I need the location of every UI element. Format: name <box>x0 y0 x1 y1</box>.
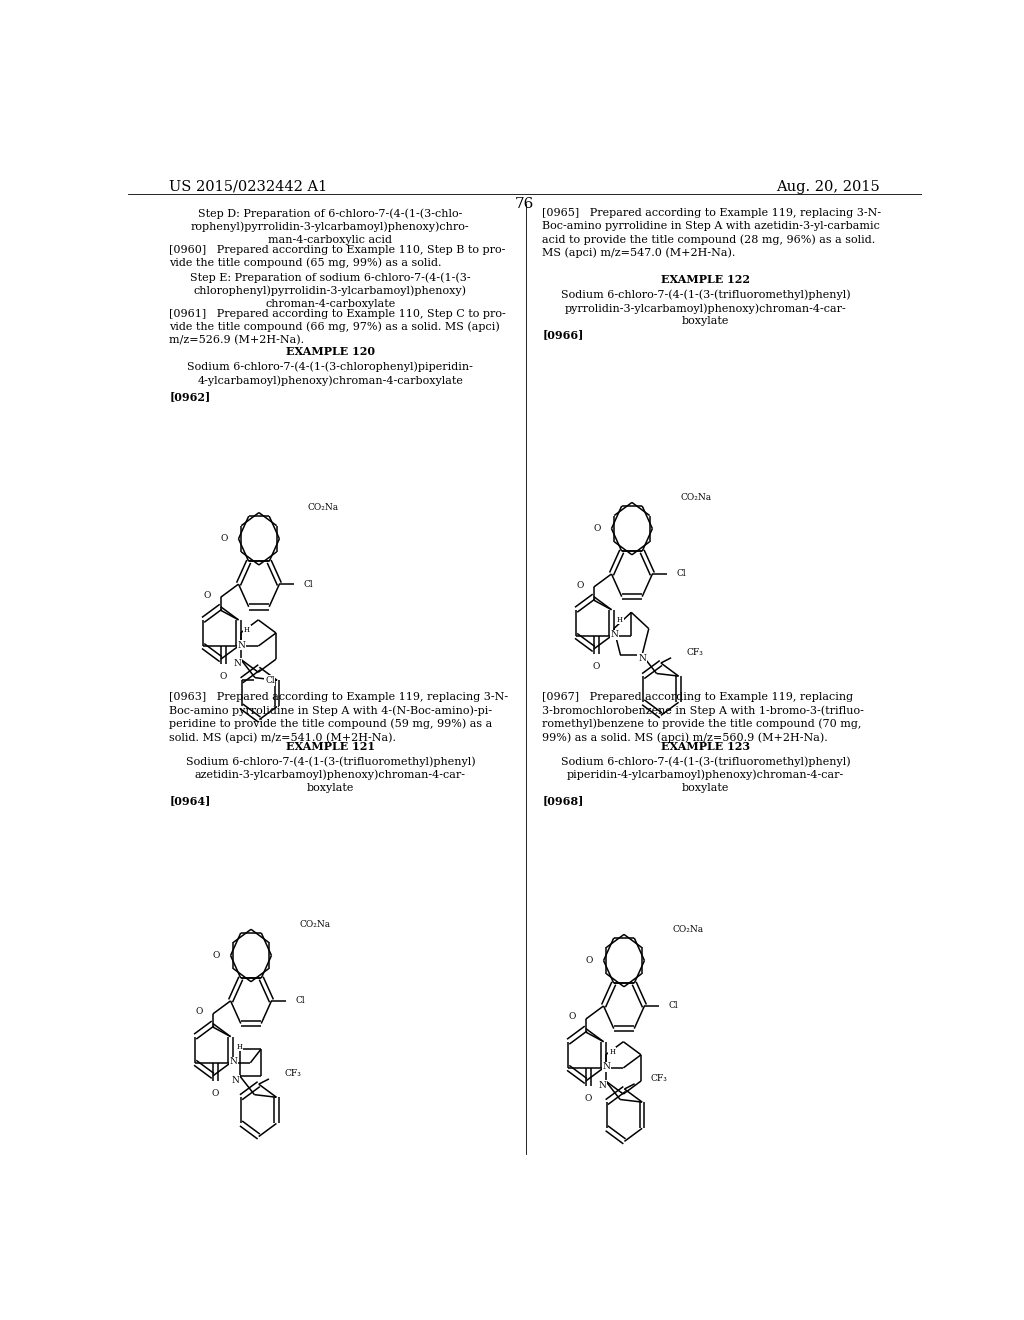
Text: H: H <box>609 1048 615 1056</box>
Text: Aug. 20, 2015: Aug. 20, 2015 <box>776 180 881 194</box>
Text: CF₃: CF₃ <box>285 1069 302 1078</box>
Text: O: O <box>568 1012 575 1022</box>
Text: [0961]   Prepared according to Example 110, Step C to pro-
vide the title compou: [0961] Prepared according to Example 110… <box>169 309 506 346</box>
Text: H: H <box>617 615 623 624</box>
Text: O: O <box>212 1089 219 1098</box>
Text: EXAMPLE 122: EXAMPLE 122 <box>662 275 751 285</box>
Text: [0965]   Prepared according to Example 119, replacing 3-N-
Boc-amino pyrrolidine: [0965] Prepared according to Example 119… <box>543 209 882 259</box>
Text: [0962]: [0962] <box>169 391 211 403</box>
Text: [0964]: [0964] <box>169 795 211 805</box>
Text: [0966]: [0966] <box>543 329 584 341</box>
Text: O: O <box>585 956 593 965</box>
Text: N: N <box>638 653 646 663</box>
Text: N: N <box>603 1063 610 1072</box>
Text: CO₂Na: CO₂Na <box>299 920 331 929</box>
Text: Cl: Cl <box>676 569 686 578</box>
Text: N: N <box>238 640 246 649</box>
Text: Cl: Cl <box>265 676 274 685</box>
Text: CF₃: CF₃ <box>650 1074 668 1084</box>
Text: [0968]: [0968] <box>543 795 584 805</box>
Text: Step E: Preparation of sodium 6-chloro-7-(4-(1-(3-
chlorophenyl)pyrrolidin-3-ylc: Step E: Preparation of sodium 6-chloro-7… <box>190 272 471 309</box>
Text: O: O <box>196 1007 203 1016</box>
Text: CO₂Na: CO₂Na <box>680 494 712 503</box>
Text: H: H <box>244 626 250 634</box>
Text: Cl: Cl <box>669 1002 678 1010</box>
Text: EXAMPLE 121: EXAMPLE 121 <box>286 741 375 752</box>
Text: Sodium 6-chloro-7-(4-(1-(3-(trifluoromethyl)phenyl)
azetidin-3-ylcarbamoyl)pheno: Sodium 6-chloro-7-(4-(1-(3-(trifluoromet… <box>185 756 475 793</box>
Text: N: N <box>231 1076 240 1085</box>
Text: Cl: Cl <box>295 997 305 1006</box>
Text: 76: 76 <box>515 197 535 211</box>
Text: N: N <box>229 1057 238 1067</box>
Text: Sodium 6-chloro-7-(4-(1-(3-chlorophenyl)piperidin-
4-ylcarbamoyl)phenoxy)chroman: Sodium 6-chloro-7-(4-(1-(3-chlorophenyl)… <box>187 362 473 385</box>
Text: O: O <box>585 1094 592 1104</box>
Text: [0960]   Prepared according to Example 110, Step B to pro-
vide the title compou: [0960] Prepared according to Example 110… <box>169 244 506 268</box>
Text: [0967]   Prepared according to Example 119, replacing
3-bromochlorobenzene in St: [0967] Prepared according to Example 119… <box>543 692 864 743</box>
Text: Sodium 6-chloro-7-(4-(1-(3-(trifluoromethyl)phenyl)
pyrrolidin-3-ylcarbamoyl)phe: Sodium 6-chloro-7-(4-(1-(3-(trifluoromet… <box>561 289 851 326</box>
Text: N: N <box>233 659 242 668</box>
Text: O: O <box>593 661 600 671</box>
Text: Sodium 6-chloro-7-(4-(1-(3-(trifluoromethyl)phenyl)
piperidin-4-ylcarbamoyl)phen: Sodium 6-chloro-7-(4-(1-(3-(trifluoromet… <box>561 756 851 793</box>
Text: Step D: Preparation of 6-chloro-7-(4-(1-(3-chlo-
rophenyl)pyrrolidin-3-ylcarbamo: Step D: Preparation of 6-chloro-7-(4-(1-… <box>191 209 470 246</box>
Text: O: O <box>203 590 211 599</box>
Text: O: O <box>593 524 600 533</box>
Text: CO₂Na: CO₂Na <box>307 503 338 512</box>
Text: US 2015/0232442 A1: US 2015/0232442 A1 <box>169 180 328 194</box>
Text: N: N <box>610 631 618 639</box>
Text: O: O <box>220 672 227 681</box>
Text: EXAMPLE 120: EXAMPLE 120 <box>286 346 375 358</box>
Text: N: N <box>599 1081 606 1089</box>
Text: EXAMPLE 123: EXAMPLE 123 <box>662 741 751 752</box>
Text: CO₂Na: CO₂Na <box>673 925 703 935</box>
Text: O: O <box>212 950 219 960</box>
Text: CF₃: CF₃ <box>687 648 703 657</box>
Text: O: O <box>220 535 227 544</box>
Text: Cl: Cl <box>303 579 313 589</box>
Text: H: H <box>237 1043 242 1051</box>
Text: [0963]   Prepared according to Example 119, replacing 3-N-
Boc-amino pyrrolidine: [0963] Prepared according to Example 119… <box>169 692 508 743</box>
Text: O: O <box>577 581 584 590</box>
